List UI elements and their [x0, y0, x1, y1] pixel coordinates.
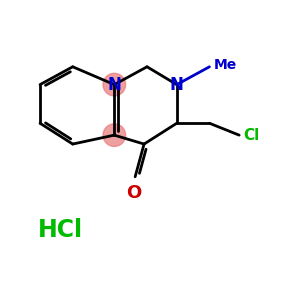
Text: N: N [107, 76, 121, 94]
Text: HCl: HCl [38, 218, 83, 242]
Circle shape [103, 124, 126, 146]
Text: Me: Me [214, 58, 237, 72]
Text: N: N [170, 76, 184, 94]
Circle shape [103, 73, 126, 96]
Text: Cl: Cl [244, 128, 260, 142]
Text: O: O [126, 184, 141, 202]
